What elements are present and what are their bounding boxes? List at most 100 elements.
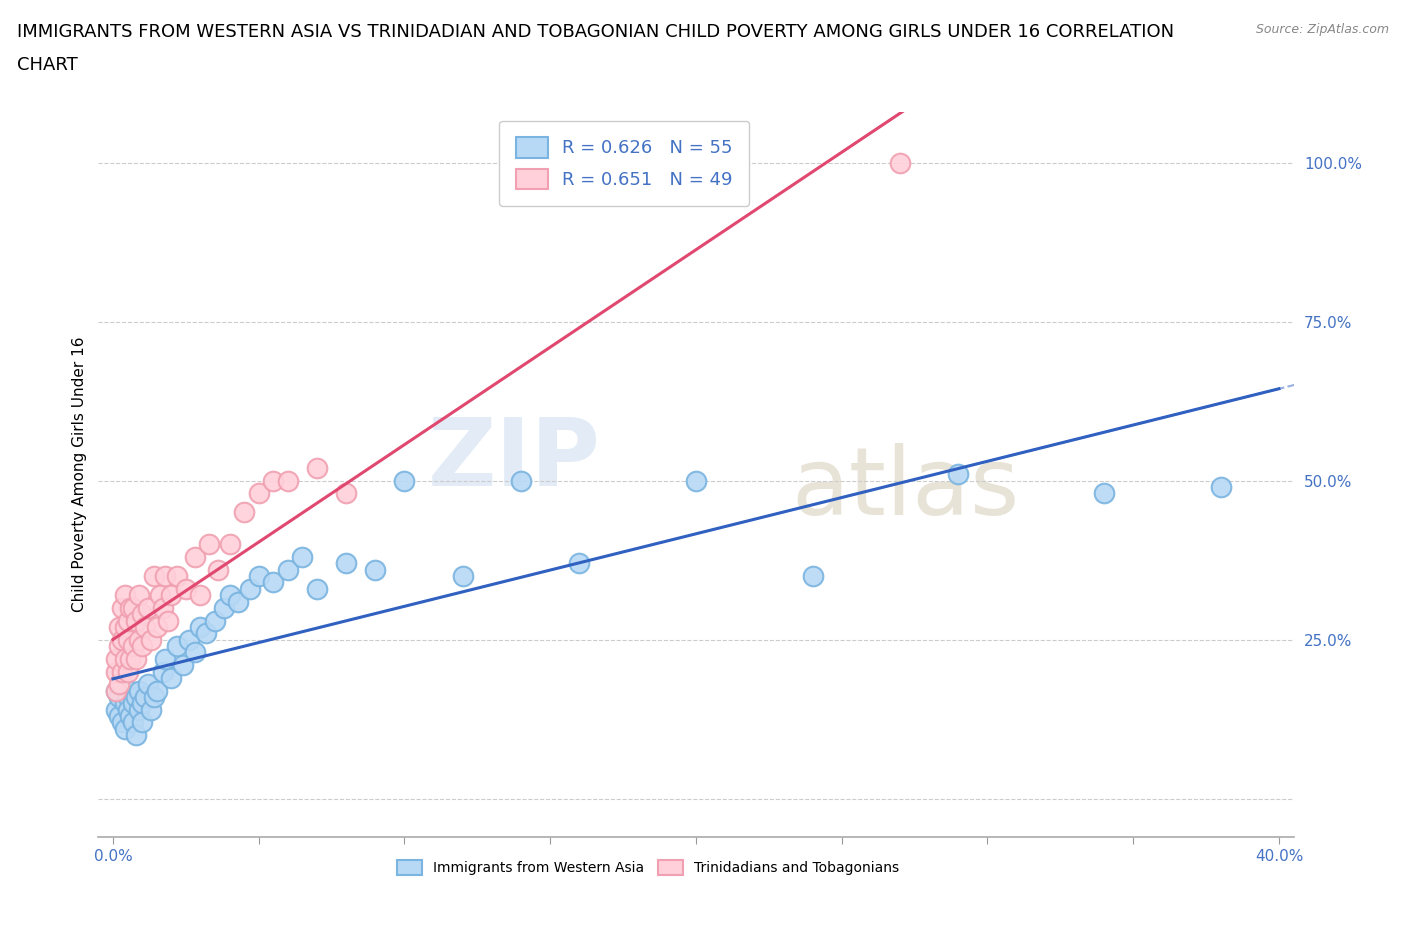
Point <box>139 702 162 717</box>
Point <box>111 601 134 616</box>
Point <box>195 626 218 641</box>
Point <box>262 473 284 488</box>
Point <box>114 588 136 603</box>
Point <box>125 613 148 628</box>
Point <box>149 588 172 603</box>
Point <box>142 689 165 704</box>
Point <box>166 568 188 583</box>
Point <box>277 563 299 578</box>
Point <box>114 619 136 634</box>
Point <box>364 563 387 578</box>
Point <box>111 677 134 692</box>
Text: IMMIGRANTS FROM WESTERN ASIA VS TRINIDADIAN AND TOBAGONIAN CHILD POVERTY AMONG G: IMMIGRANTS FROM WESTERN ASIA VS TRINIDAD… <box>17 23 1174 41</box>
Point <box>117 702 139 717</box>
Point <box>262 575 284 590</box>
Point <box>152 601 174 616</box>
Point <box>125 651 148 666</box>
Point <box>247 486 270 501</box>
Point <box>134 619 156 634</box>
Point <box>207 563 229 578</box>
Point <box>104 684 127 698</box>
Point <box>108 677 131 692</box>
Point <box>157 613 180 628</box>
Point <box>1209 480 1232 495</box>
Point <box>801 568 824 583</box>
Point <box>125 728 148 743</box>
Point <box>335 556 357 571</box>
Point <box>889 155 911 170</box>
Point <box>183 550 205 565</box>
Point <box>177 632 200 647</box>
Point <box>335 486 357 501</box>
Point <box>198 537 221 551</box>
Point <box>111 664 134 679</box>
Point <box>136 601 159 616</box>
Point <box>172 658 194 672</box>
Point <box>166 639 188 654</box>
Point <box>122 696 145 711</box>
Point <box>212 601 235 616</box>
Point <box>128 632 150 647</box>
Point <box>160 671 183 685</box>
Point <box>114 651 136 666</box>
Point <box>125 689 148 704</box>
Point <box>155 651 177 666</box>
Point <box>120 601 142 616</box>
Point <box>122 715 145 730</box>
Point <box>128 702 150 717</box>
Point <box>104 664 127 679</box>
Legend: Immigrants from Western Asia, Trinidadians and Tobagonians: Immigrants from Western Asia, Trinidadia… <box>391 855 905 881</box>
Point <box>120 709 142 724</box>
Point <box>134 689 156 704</box>
Point <box>104 702 127 717</box>
Point <box>145 684 167 698</box>
Point <box>108 689 131 704</box>
Point <box>117 689 139 704</box>
Point <box>111 715 134 730</box>
Point <box>104 651 127 666</box>
Point <box>228 594 250 609</box>
Point <box>190 588 212 603</box>
Point <box>128 684 150 698</box>
Point <box>155 568 177 583</box>
Point <box>277 473 299 488</box>
Point <box>131 696 153 711</box>
Point <box>233 505 256 520</box>
Y-axis label: Child Poverty Among Girls Under 16: Child Poverty Among Girls Under 16 <box>72 337 87 612</box>
Point <box>291 550 314 565</box>
Point <box>108 639 131 654</box>
Point <box>204 613 226 628</box>
Text: CHART: CHART <box>17 56 77 73</box>
Point <box>948 467 970 482</box>
Point <box>394 473 416 488</box>
Point <box>108 709 131 724</box>
Point <box>1092 486 1115 501</box>
Point <box>142 568 165 583</box>
Point <box>247 568 270 583</box>
Point <box>174 581 197 596</box>
Point <box>117 664 139 679</box>
Point <box>117 613 139 628</box>
Point <box>136 677 159 692</box>
Point <box>128 588 150 603</box>
Point <box>568 556 591 571</box>
Point <box>510 473 533 488</box>
Point <box>122 639 145 654</box>
Point <box>145 619 167 634</box>
Point <box>131 607 153 622</box>
Point <box>190 619 212 634</box>
Point <box>111 632 134 647</box>
Text: Source: ZipAtlas.com: Source: ZipAtlas.com <box>1256 23 1389 36</box>
Point <box>120 651 142 666</box>
Point <box>114 696 136 711</box>
Point <box>108 619 131 634</box>
Point <box>305 581 328 596</box>
Text: atlas: atlas <box>792 443 1019 535</box>
Point <box>114 722 136 737</box>
Point <box>160 588 183 603</box>
Point <box>104 684 127 698</box>
Point <box>239 581 262 596</box>
Point <box>152 664 174 679</box>
Point <box>305 460 328 475</box>
Point <box>183 645 205 660</box>
